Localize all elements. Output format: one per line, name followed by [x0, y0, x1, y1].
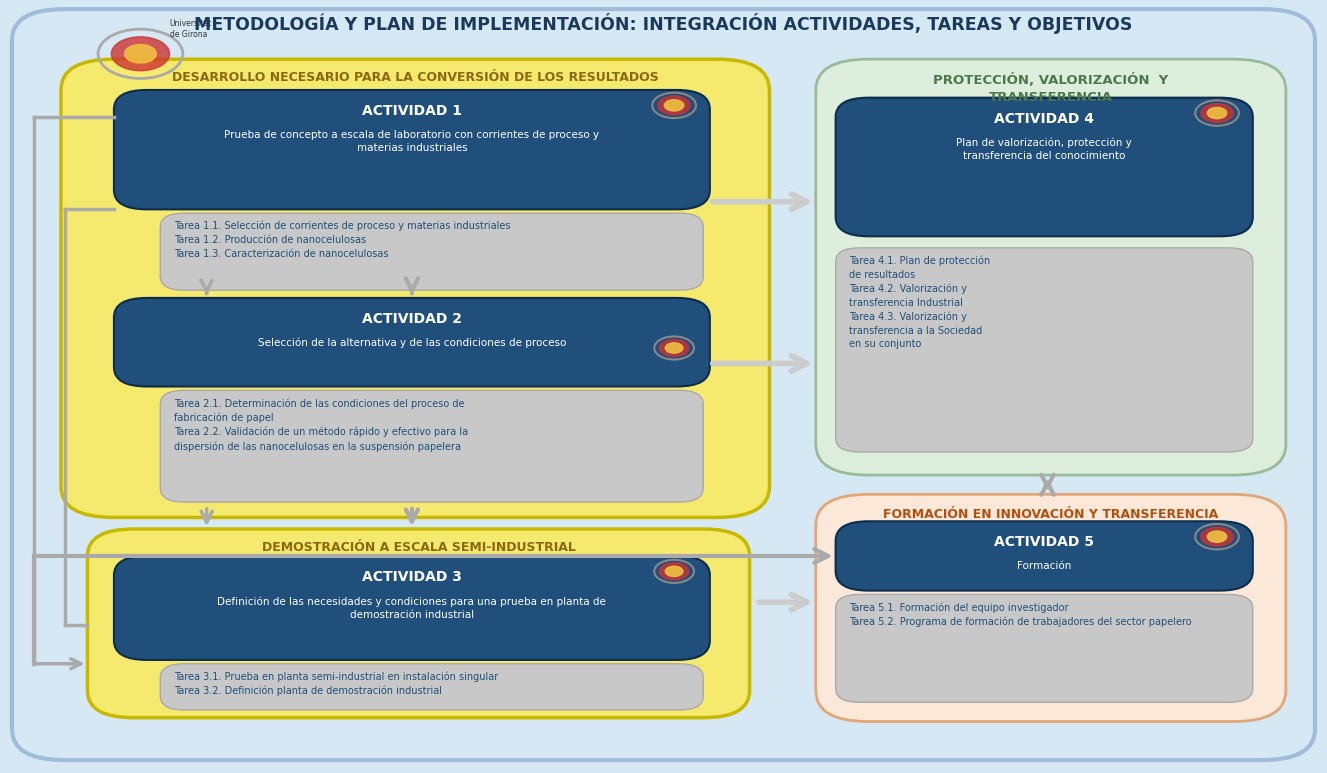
Circle shape	[660, 563, 689, 580]
FancyBboxPatch shape	[816, 494, 1286, 721]
FancyBboxPatch shape	[161, 213, 703, 290]
FancyBboxPatch shape	[114, 298, 710, 386]
Text: Tarea 1.1. Selección de corrientes de proceso y materias industriales
Tarea 1.2.: Tarea 1.1. Selección de corrientes de pr…	[174, 221, 510, 259]
Text: Plan de valorización, protección y
transferencia del conocimiento: Plan de valorización, protección y trans…	[957, 138, 1132, 162]
Circle shape	[665, 100, 683, 111]
Text: Tarea 4.1. Plan de protección
de resultados
Tarea 4.2. Valorización y
transferen: Tarea 4.1. Plan de protección de resulta…	[849, 256, 990, 349]
Text: ACTIVIDAD 2: ACTIVIDAD 2	[362, 312, 462, 325]
Text: ACTIVIDAD 1: ACTIVIDAD 1	[362, 104, 462, 117]
Text: FORMACIÓN EN INNOVACIÓN Y TRANSFERENCIA: FORMACIÓN EN INNOVACIÓN Y TRANSFERENCIA	[884, 508, 1218, 521]
Text: ACTIVIDAD 4: ACTIVIDAD 4	[994, 111, 1095, 125]
Text: Definición de las necesidades y condiciones para una prueba en planta de
demostr: Definición de las necesidades y condicio…	[218, 596, 606, 620]
Circle shape	[1201, 527, 1233, 546]
FancyBboxPatch shape	[161, 390, 703, 502]
FancyBboxPatch shape	[12, 9, 1315, 760]
Circle shape	[665, 343, 683, 353]
FancyBboxPatch shape	[836, 594, 1253, 703]
Text: METODOLOGÍA Y PLAN DE IMPLEMENTACIÓN: INTEGRACIÓN ACTIVIDADES, TAREAS Y OBJETIVO: METODOLOGÍA Y PLAN DE IMPLEMENTACIÓN: IN…	[194, 13, 1133, 34]
FancyBboxPatch shape	[114, 556, 710, 660]
Text: DEMOSTRACIÓN A ESCALA SEMI-INDUSTRIAL: DEMOSTRACIÓN A ESCALA SEMI-INDUSTRIAL	[261, 540, 576, 553]
FancyBboxPatch shape	[114, 90, 710, 209]
Circle shape	[1208, 107, 1226, 119]
Circle shape	[665, 566, 683, 577]
FancyBboxPatch shape	[836, 521, 1253, 591]
FancyBboxPatch shape	[836, 248, 1253, 452]
Text: Universitat
de Girona: Universitat de Girona	[170, 19, 212, 39]
Text: DESARROLLO NECESARIO PARA LA CONVERSIÓN DE LOS RESULTADOS: DESARROLLO NECESARIO PARA LA CONVERSIÓN …	[171, 70, 658, 83]
FancyBboxPatch shape	[61, 60, 770, 517]
Circle shape	[658, 96, 690, 114]
Circle shape	[111, 37, 170, 70]
Text: Tarea 2.1. Determinación de las condiciones del proceso de
fabricación de papel
: Tarea 2.1. Determinación de las condicio…	[174, 398, 467, 451]
Text: Tarea 5.1. Formación del equipo investigador
Tarea 5.2. Programa de formación de: Tarea 5.1. Formación del equipo investig…	[849, 602, 1192, 627]
Text: PROTECCIÓN, VALORIZACIÓN  Y
TRANSFERENCIA: PROTECCIÓN, VALORIZACIÓN Y TRANSFERENCIA	[933, 73, 1169, 104]
Circle shape	[1208, 531, 1226, 543]
FancyBboxPatch shape	[836, 97, 1253, 237]
FancyBboxPatch shape	[161, 664, 703, 710]
FancyBboxPatch shape	[816, 60, 1286, 475]
FancyBboxPatch shape	[88, 529, 750, 717]
Text: Formación: Formación	[1016, 561, 1071, 571]
Text: Selección de la alternativa y de las condiciones de proceso: Selección de la alternativa y de las con…	[257, 338, 567, 349]
Circle shape	[1201, 104, 1233, 122]
Text: ACTIVIDAD 5: ACTIVIDAD 5	[994, 535, 1095, 549]
Text: Tarea 3.1. Prueba en planta semi-industrial en instalación singular
Tarea 3.2. D: Tarea 3.1. Prueba en planta semi-industr…	[174, 672, 498, 696]
Text: Prueba de concepto a escala de laboratorio con corrientes de proceso y
materias : Prueba de concepto a escala de laborator…	[224, 130, 600, 153]
Circle shape	[660, 339, 689, 356]
Text: ACTIVIDAD 3: ACTIVIDAD 3	[362, 570, 462, 584]
Circle shape	[125, 45, 157, 63]
